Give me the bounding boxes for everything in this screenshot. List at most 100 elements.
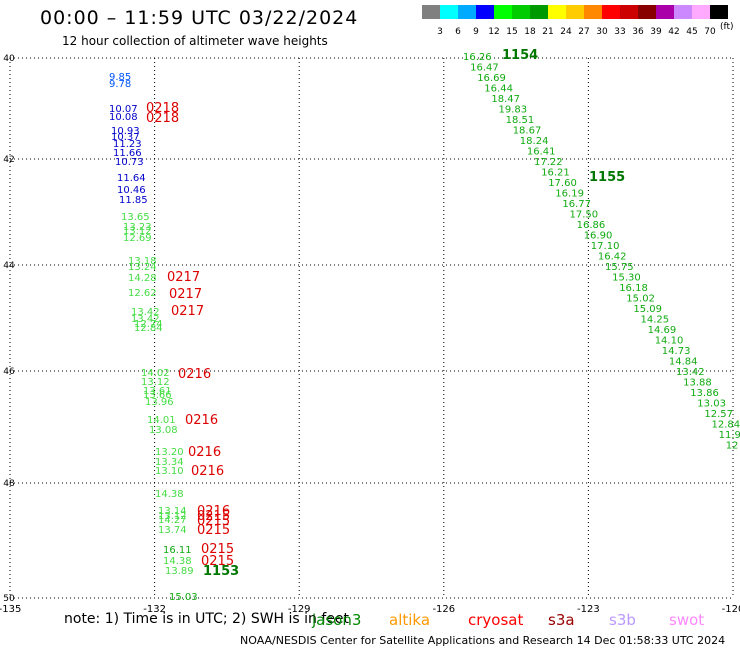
pass-time-label: 0216 — [185, 413, 218, 428]
swh-value: 10.93 — [111, 126, 140, 137]
swh-value: 14.38 — [155, 489, 184, 500]
x-tick-label: -132 — [143, 604, 166, 615]
color-scale-swatch — [602, 5, 620, 19]
swh-value: 16.86 — [577, 220, 606, 231]
color-scale-swatch — [494, 5, 512, 19]
color-scale-swatch — [440, 5, 458, 19]
swh-value: 10.37 — [111, 132, 140, 143]
swh-value: 13.03 — [697, 399, 726, 410]
swh-value: 13.42 — [131, 307, 160, 318]
swh-value: 17.50 — [570, 210, 599, 221]
color-scale-label: 9 — [473, 27, 479, 37]
color-scale-swatch — [710, 5, 728, 19]
legend-entry-altika: altika — [389, 611, 431, 629]
legend-entry-jason3: jason3 — [312, 611, 362, 629]
pass-time-label: 0216 — [178, 367, 211, 382]
swh-value: 13.65 — [121, 212, 150, 223]
pass-time-label: 0215 — [197, 514, 230, 529]
swh-value: 19.83 — [499, 105, 528, 116]
swh-value: 13.18 — [128, 256, 157, 267]
legend-entry-s3b: s3b — [609, 611, 636, 629]
swh-value: 17.22 — [534, 157, 563, 168]
swh-value: 13.89 — [165, 566, 194, 577]
y-tick-label: 50 — [3, 594, 15, 604]
swh-value: 9.85 — [109, 72, 131, 83]
swh-value: 16.42 — [598, 252, 627, 263]
page-subtitle: 12 hour collection of altimeter wave hei… — [62, 34, 328, 48]
pass-time-label: 0218 — [146, 111, 179, 126]
legend-entry-s3a: s3a — [548, 611, 575, 629]
swh-value: 12.62 — [128, 288, 157, 299]
swh-value: 18.24 — [520, 136, 549, 147]
swh-value: 13.23 — [123, 222, 152, 233]
pass-time-label: 0215 — [201, 554, 234, 569]
swh-value: 15.75 — [605, 262, 634, 273]
pass-time-label: 0216 — [197, 504, 230, 519]
swh-value: 12.57 — [704, 409, 733, 420]
color-scale-swatch — [530, 5, 548, 19]
swh-value: 14.38 — [163, 556, 192, 567]
color-scale-label: 33 — [614, 27, 626, 37]
pass-time-label: 0217 — [169, 287, 202, 302]
color-scale-swatch — [476, 5, 494, 19]
swh-value: 13.74 — [158, 525, 187, 536]
swh-value: 9.78 — [109, 79, 131, 90]
x-tick-label: -123 — [577, 604, 600, 615]
color-scale-label: 70 — [704, 27, 716, 37]
swh-value: 14.28 — [128, 273, 157, 284]
swh-value: 11.85 — [119, 195, 148, 206]
x-tick-label: -126 — [432, 604, 455, 615]
swh-value: 18.67 — [513, 126, 542, 137]
color-scale-label: 6 — [455, 27, 461, 37]
pass-time-label: 0217 — [171, 304, 204, 319]
swh-value: 12.69 — [123, 233, 152, 244]
y-tick-label: 40 — [3, 54, 15, 64]
color-scale-label: 24 — [560, 27, 572, 37]
pass-time-label: 1154 — [502, 48, 538, 63]
color-scale-unit: (ft) — [720, 22, 734, 32]
swh-value: 13.12 — [123, 226, 152, 237]
swh-value: 13.20 — [155, 447, 184, 458]
swh-value: 15.09 — [633, 304, 662, 315]
x-tick-label: -129 — [288, 604, 311, 615]
swh-value: 15.30 — [612, 273, 641, 284]
swh-value: 16.47 — [470, 63, 499, 74]
color-scale-label: 36 — [632, 27, 644, 37]
pass-time-label: 0216 — [188, 445, 221, 460]
swh-value: 13.96 — [145, 397, 174, 408]
footer-note: note: 1) Time is in UTC; 2) SWH is in fe… — [64, 611, 350, 627]
color-scale-label: 12 — [488, 27, 500, 37]
page-title: 00:00 – 11:59 UTC 03/22/2024 — [40, 7, 359, 29]
color-scale-label: 21 — [542, 27, 554, 37]
swh-value: 16.77 — [562, 199, 591, 210]
color-scale-label: 42 — [668, 27, 680, 37]
color-scale-swatch — [422, 5, 440, 19]
swh-value: 18.47 — [491, 94, 520, 105]
color-scale-label: 3 — [437, 27, 443, 37]
swh-value: 16.90 — [584, 231, 613, 242]
swh-value: 16.21 — [541, 168, 570, 179]
pass-time-label: 1155 — [589, 170, 625, 185]
swh-value: 18.51 — [506, 115, 535, 126]
pass-time-label: 0215 — [197, 523, 230, 538]
swh-value: 16.69 — [477, 73, 506, 84]
pass-time-label: 0215 — [201, 542, 234, 557]
swh-value: 11.9 — [719, 430, 740, 441]
swh-value: 16.41 — [527, 147, 556, 158]
pass-time-label: 0215 — [197, 509, 230, 524]
swh-value: 13.14 — [158, 506, 187, 517]
swh-value: 17.10 — [591, 241, 620, 252]
color-scale-swatch — [674, 5, 692, 19]
swh-value: 12.74 — [134, 319, 163, 330]
swh-value: 16.18 — [619, 283, 648, 294]
swh-value: 13.12 — [141, 377, 170, 388]
color-scale-swatch — [656, 5, 674, 19]
swh-value: 10.08 — [109, 112, 138, 123]
credit-line: NOAA/NESDIS Center for Satellite Applica… — [240, 634, 726, 647]
color-scale-label: 15 — [506, 27, 518, 37]
swh-value: 12.84 — [134, 323, 163, 334]
swh-value: 14.27 — [158, 515, 187, 526]
pass-time-label: 0216 — [191, 464, 224, 479]
swh-value: 13.24 — [128, 262, 157, 273]
